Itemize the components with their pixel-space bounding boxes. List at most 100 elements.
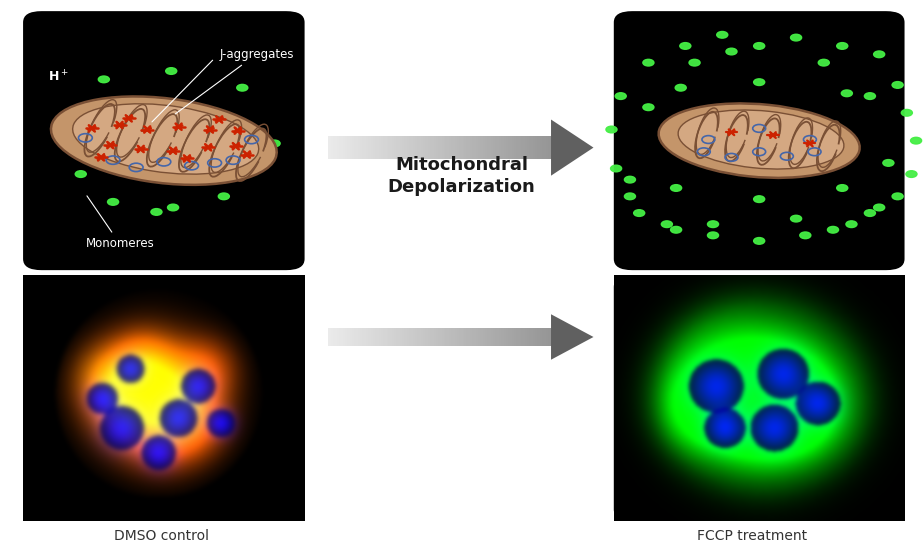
Bar	[474, 328, 477, 346]
Bar	[331, 136, 334, 159]
Bar	[470, 328, 473, 346]
Bar	[381, 328, 384, 346]
Bar	[500, 136, 503, 159]
Bar	[366, 328, 368, 346]
Bar	[489, 136, 492, 159]
Bar	[543, 328, 545, 346]
Bar	[410, 136, 413, 159]
Bar	[360, 136, 363, 159]
Bar	[507, 328, 509, 346]
Bar	[342, 136, 346, 159]
Bar	[464, 136, 467, 159]
Bar	[510, 328, 513, 346]
Bar	[417, 328, 420, 346]
FancyArrow shape	[551, 314, 593, 360]
Bar	[398, 328, 401, 346]
Bar	[541, 328, 544, 346]
Bar	[360, 328, 363, 346]
Circle shape	[864, 92, 875, 99]
Bar	[482, 328, 485, 346]
Circle shape	[836, 42, 847, 49]
Bar	[328, 136, 330, 159]
Bar	[461, 328, 463, 346]
Circle shape	[679, 42, 690, 49]
Circle shape	[670, 184, 681, 191]
Bar	[426, 136, 429, 159]
Ellipse shape	[73, 104, 258, 174]
Bar	[484, 328, 486, 346]
Bar	[482, 136, 485, 159]
Bar	[545, 136, 547, 159]
Bar	[514, 136, 517, 159]
Circle shape	[624, 176, 635, 183]
Bar	[512, 136, 515, 159]
Bar	[333, 328, 336, 346]
Bar	[428, 328, 431, 346]
Bar	[392, 136, 395, 159]
Circle shape	[790, 215, 801, 222]
Bar	[453, 328, 456, 346]
Circle shape	[218, 193, 229, 199]
Bar	[498, 328, 501, 346]
Bar	[415, 328, 418, 346]
FancyBboxPatch shape	[614, 11, 905, 270]
Bar	[396, 136, 399, 159]
Bar	[446, 136, 449, 159]
Circle shape	[642, 104, 653, 110]
Bar	[495, 136, 497, 159]
Bar	[472, 328, 475, 346]
Bar	[485, 328, 488, 346]
Bar	[453, 136, 456, 159]
Bar	[373, 328, 376, 346]
Bar	[347, 136, 350, 159]
Circle shape	[864, 209, 875, 216]
Bar	[400, 328, 402, 346]
Text: DMSO control: DMSO control	[114, 529, 209, 543]
Circle shape	[910, 137, 921, 144]
Bar	[394, 328, 397, 346]
Bar	[354, 328, 357, 346]
Circle shape	[670, 226, 681, 233]
Bar	[444, 136, 447, 159]
Bar	[502, 136, 505, 159]
Bar	[330, 136, 332, 159]
Bar	[381, 136, 384, 159]
Bar	[487, 328, 490, 346]
Bar	[446, 328, 449, 346]
Circle shape	[873, 204, 884, 211]
Bar	[421, 136, 424, 159]
FancyBboxPatch shape	[23, 276, 305, 521]
Bar	[403, 136, 406, 159]
Bar	[516, 136, 519, 159]
Circle shape	[753, 196, 764, 202]
Bar	[423, 136, 426, 159]
Bar	[367, 136, 370, 159]
Bar	[396, 328, 399, 346]
Bar	[436, 328, 438, 346]
Bar	[491, 328, 494, 346]
Bar	[375, 136, 378, 159]
Bar	[480, 136, 483, 159]
Bar	[378, 328, 380, 346]
Text: Mitochondral
Depolarization: Mitochondral Depolarization	[388, 156, 535, 196]
Circle shape	[676, 84, 687, 91]
Bar	[497, 136, 499, 159]
FancyArrow shape	[551, 120, 593, 175]
Bar	[385, 328, 388, 346]
Bar	[358, 328, 361, 346]
Bar	[387, 136, 390, 159]
Bar	[509, 136, 511, 159]
Bar	[498, 136, 501, 159]
Bar	[430, 136, 433, 159]
Bar	[375, 328, 378, 346]
Bar	[364, 328, 366, 346]
Bar	[349, 328, 352, 346]
Circle shape	[52, 126, 63, 133]
Circle shape	[633, 209, 644, 216]
Bar	[470, 136, 473, 159]
Bar	[466, 328, 469, 346]
Circle shape	[75, 170, 86, 177]
Bar	[383, 328, 386, 346]
Bar	[331, 328, 334, 346]
Ellipse shape	[678, 110, 844, 169]
